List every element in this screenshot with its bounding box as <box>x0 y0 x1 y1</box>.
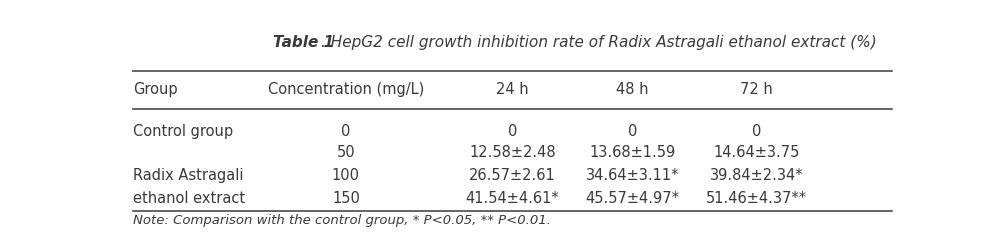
Text: 51.46±4.37**: 51.46±4.37** <box>706 191 807 206</box>
Text: 13.68±1.59: 13.68±1.59 <box>590 146 676 160</box>
Text: Concentration (mg/L): Concentration (mg/L) <box>268 82 424 97</box>
Text: 150: 150 <box>332 191 360 206</box>
Text: 0: 0 <box>508 124 517 139</box>
Text: 100: 100 <box>332 168 360 183</box>
Text: 50: 50 <box>337 146 355 160</box>
Text: 39.84±2.34*: 39.84±2.34* <box>710 168 803 183</box>
Text: . HepG2 cell growth inhibition rate of Radix Astragali ethanol extract (%): . HepG2 cell growth inhibition rate of R… <box>321 35 877 50</box>
Text: 26.57±2.61: 26.57±2.61 <box>469 168 556 183</box>
Text: 41.54±4.61*: 41.54±4.61* <box>466 191 559 206</box>
Text: 48 h: 48 h <box>616 82 649 97</box>
Text: Group: Group <box>133 82 177 97</box>
Text: ethanol extract: ethanol extract <box>133 191 245 206</box>
Text: 0: 0 <box>628 124 637 139</box>
Text: 12.58±2.48: 12.58±2.48 <box>469 146 556 160</box>
Text: 14.64±3.75: 14.64±3.75 <box>713 146 800 160</box>
Text: Radix Astragali: Radix Astragali <box>133 168 243 183</box>
Text: 45.57±4.97*: 45.57±4.97* <box>586 191 680 206</box>
Text: Control group: Control group <box>133 124 233 139</box>
Text: 24 h: 24 h <box>496 82 529 97</box>
Text: 34.64±3.11*: 34.64±3.11* <box>586 168 679 183</box>
Text: 0: 0 <box>341 124 351 139</box>
Text: 72 h: 72 h <box>740 82 773 97</box>
Text: 0: 0 <box>752 124 761 139</box>
Text: Note: Comparison with the control group, * P<0.05, ** P<0.01.: Note: Comparison with the control group,… <box>133 214 551 227</box>
Text: Table 1: Table 1 <box>273 35 335 50</box>
